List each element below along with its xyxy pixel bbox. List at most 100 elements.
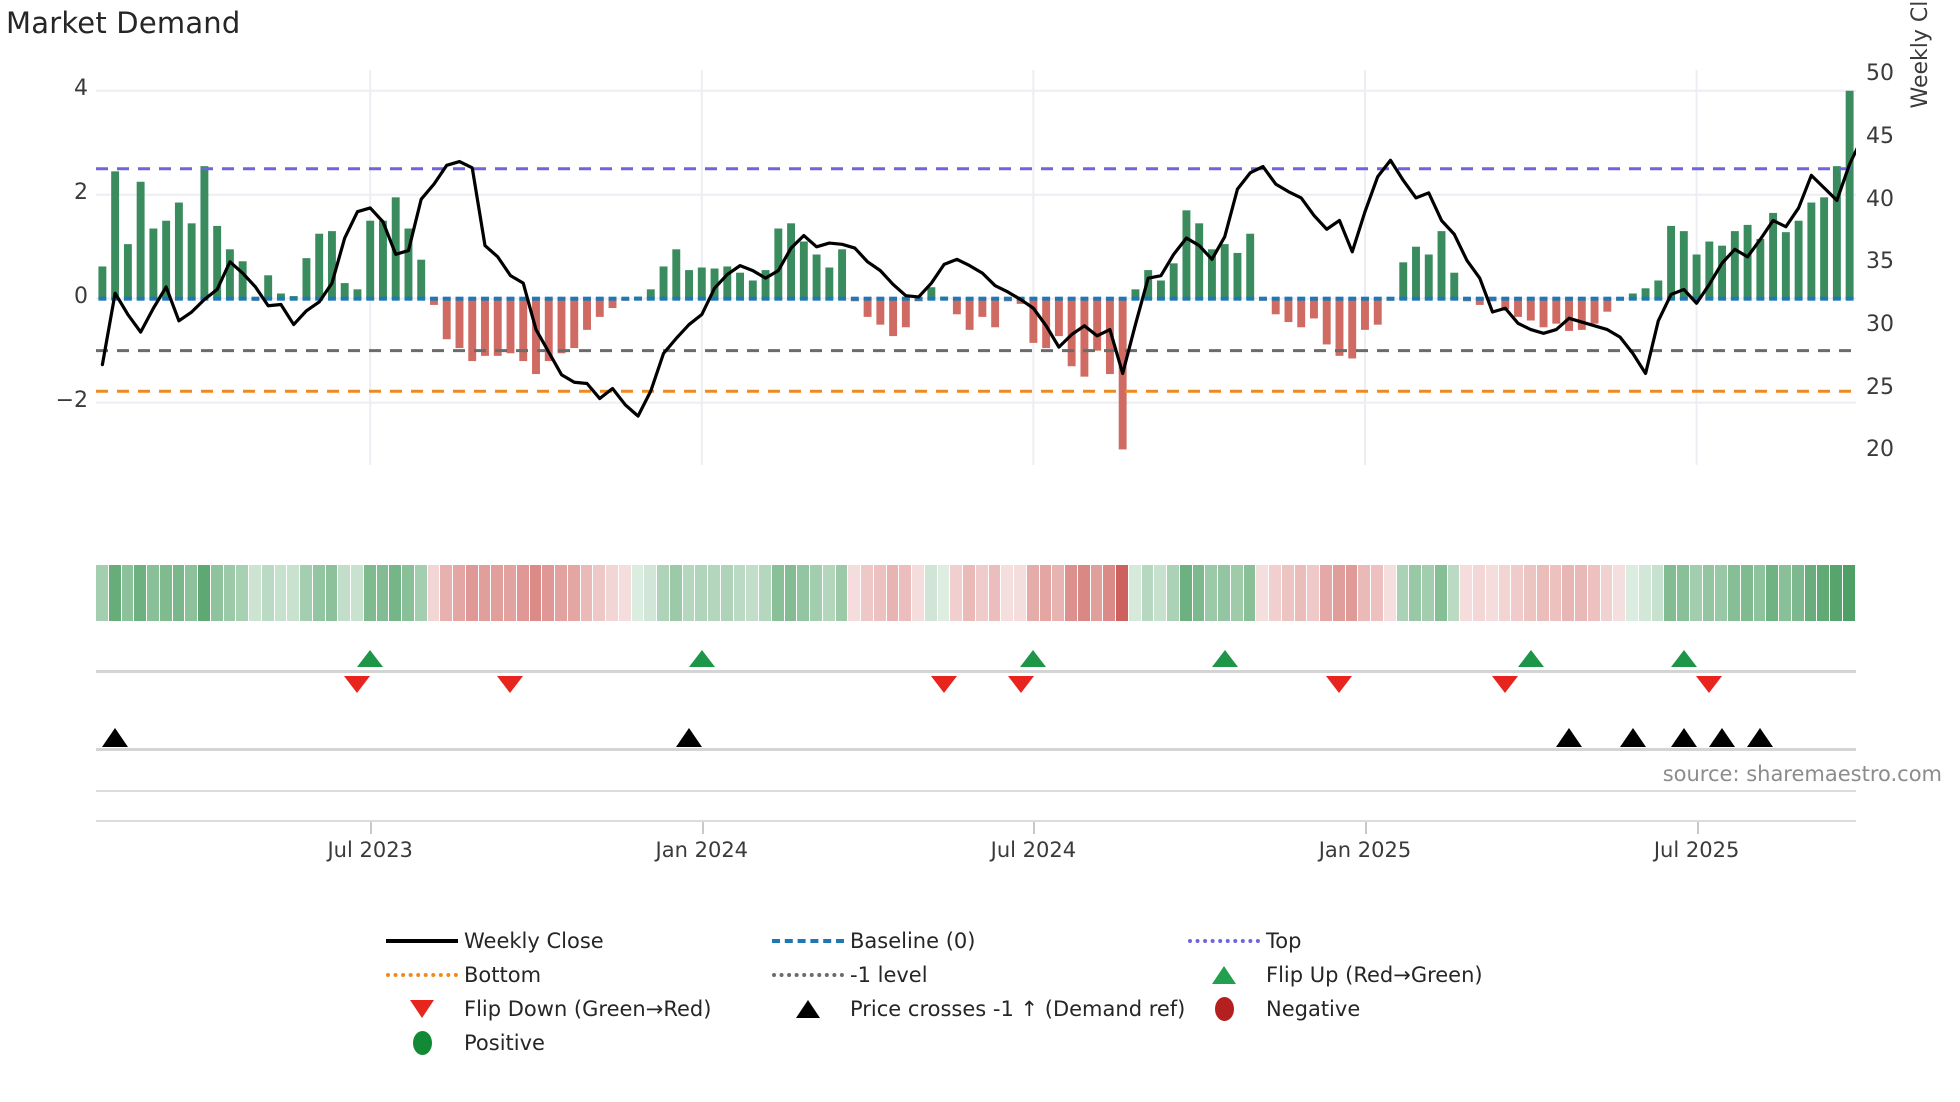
heatmap-cell (440, 565, 452, 621)
heatmap-cell (1536, 565, 1549, 621)
legend-label: Baseline (0) (850, 929, 976, 953)
heatmap-cell (1154, 565, 1166, 621)
triangle-down-red-icon (380, 996, 464, 1022)
demand-bar (723, 266, 732, 299)
demand-bar (787, 223, 796, 299)
demand-bar (340, 283, 349, 299)
demand-bar (1067, 298, 1076, 367)
heatmap-cell (606, 565, 618, 621)
heatmap-cell (1307, 565, 1319, 621)
demand-bar (761, 270, 770, 299)
heatmap-cell (172, 565, 185, 621)
heatmap-cell (1001, 565, 1013, 621)
demand-bar (302, 258, 311, 299)
dotted-line-purple-icon (1182, 928, 1266, 954)
demand-bar (1718, 245, 1727, 299)
demand-bar (1195, 223, 1204, 299)
heatmap-cell (1281, 565, 1294, 621)
heatmap-cell (287, 565, 299, 621)
heatmap-cell (567, 565, 580, 621)
demand-bar (927, 287, 936, 299)
legend-item[interactable]: Negative (1182, 996, 1840, 1022)
demand-bar (1080, 298, 1089, 377)
heatmap-cell (695, 565, 707, 621)
price-cross-marker (1747, 728, 1774, 747)
demand-bar (1182, 210, 1191, 299)
heatmap-cell (1779, 565, 1791, 621)
legend-item[interactable]: Bottom (380, 962, 766, 988)
demand-bar (391, 197, 400, 299)
heatmap-cell (1192, 565, 1205, 621)
heatmap-cell (453, 565, 465, 621)
demand-bar (965, 298, 974, 330)
heatmap-cell (759, 565, 771, 621)
demand-bar (1781, 232, 1790, 299)
demand-bar (1093, 298, 1102, 351)
demand-bar (659, 266, 668, 299)
heatmap-cell (797, 565, 809, 621)
legend-item[interactable]: Price crosses -1 ↑ (Demand ref) (766, 996, 1185, 1022)
heatmap-cell (1702, 565, 1715, 621)
heatmap-cell (1804, 565, 1817, 621)
demand-bar (1131, 289, 1140, 299)
legend-label: Positive (464, 1031, 545, 1055)
heatmap-cell (1600, 565, 1613, 621)
heatmap-cell (1511, 565, 1523, 621)
legend-item[interactable]: Baseline (0) (766, 928, 1182, 954)
demand-bar (442, 298, 451, 340)
heatmap-cell (1065, 565, 1077, 621)
heatmap-cell (580, 565, 593, 621)
demand-bar (901, 298, 910, 328)
heatmap-cell (504, 565, 516, 621)
heatmap-cell (1256, 565, 1268, 621)
demand-bar (1246, 233, 1255, 299)
legend-item[interactable]: Positive (380, 1030, 766, 1056)
demand-bar (1832, 166, 1841, 299)
price-cross-marker (1670, 728, 1697, 747)
heatmap-cell (198, 565, 210, 621)
legend-label: Bottom (464, 963, 542, 987)
heatmap-cell (1664, 565, 1676, 621)
legend-item[interactable]: Weekly Close (380, 928, 766, 954)
legend-item[interactable]: -1 level (766, 962, 1182, 988)
heatmap-cell (1575, 565, 1587, 621)
x-tick: Jul 2024 (990, 838, 1077, 862)
flip-up-marker (1517, 650, 1544, 667)
heatmap-cell (1141, 565, 1154, 621)
heatmap-cell (899, 565, 911, 621)
demand-bar (532, 298, 540, 375)
heatmap-cell (975, 565, 988, 621)
demand-bar (1310, 298, 1318, 319)
dotted-line-gray-icon (766, 962, 850, 988)
legend-label: Weekly Close (464, 929, 604, 953)
heatmap-cell (376, 565, 389, 621)
flip-down-marker (1007, 676, 1034, 693)
heatmap-cell (1791, 565, 1804, 621)
heatmap-cell (733, 565, 746, 621)
demand-bar (646, 289, 655, 299)
demand-bar (123, 244, 132, 299)
demand-bar (174, 202, 183, 299)
demand-bar (1437, 231, 1446, 299)
flip-row-baseline (96, 670, 1856, 673)
demand-bar (1105, 298, 1114, 375)
demand-bar (978, 298, 987, 317)
heatmap-cell (784, 565, 797, 621)
legend-item[interactable]: Flip Up (Red→Green) (1182, 962, 1840, 988)
heatmap-cell (631, 565, 644, 621)
legend-label: -1 level (850, 963, 928, 987)
legend-item[interactable]: Top (1182, 928, 1840, 954)
demand-bar (430, 298, 438, 305)
flip-down-marker (1696, 676, 1723, 693)
y-tick-right: 50 (1866, 61, 1894, 87)
legend-label: Flip Down (Green→Red) (464, 997, 712, 1021)
heatmap-cell (886, 565, 899, 621)
demand-bar (1552, 298, 1561, 324)
x-tick-mark (1696, 820, 1699, 834)
demand-bar (1730, 231, 1739, 299)
flip-up-marker (357, 650, 384, 667)
price-cross-marker (676, 728, 703, 747)
demand-bar (1029, 298, 1038, 343)
heatmap-cell (848, 565, 860, 621)
legend-item[interactable]: Flip Down (Green→Red) (380, 996, 766, 1022)
